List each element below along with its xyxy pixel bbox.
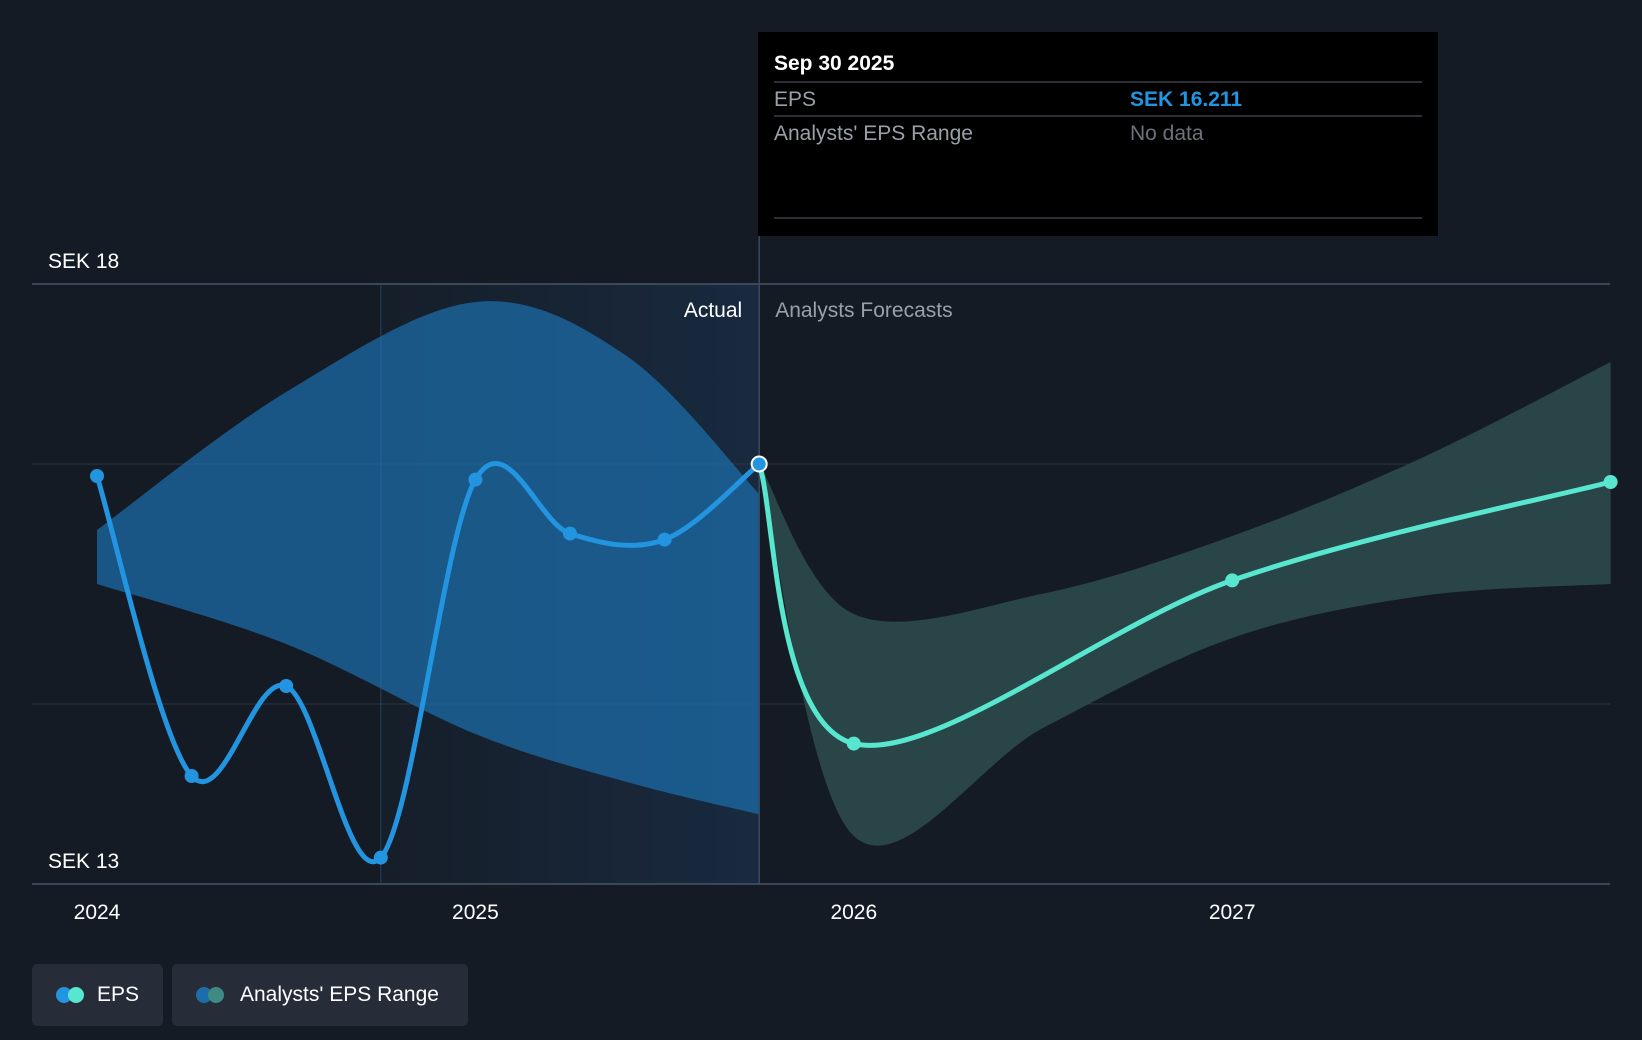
legend-item-eps[interactable]: EPS	[32, 964, 163, 1026]
eps-data-point[interactable]	[1225, 573, 1240, 588]
tooltip: Sep 30 2025 EPS SEK 16.211 Analysts' EPS…	[758, 32, 1438, 236]
actual-section-label: Actual	[684, 299, 742, 322]
eps-highlight-point[interactable]	[750, 455, 768, 473]
tooltip-range-label: Analysts' EPS Range	[774, 122, 973, 145]
eps-range-band-forecast	[759, 362, 1611, 846]
eps-forecast-swatch	[68, 987, 84, 1003]
eps-data-point[interactable]	[657, 532, 672, 547]
eps-data-point[interactable]	[468, 472, 483, 487]
eps-data-point[interactable]	[1603, 475, 1618, 489]
legend-label: EPS	[96, 983, 139, 1006]
tooltip-eps-value: SEK 16.211	[1130, 88, 1242, 111]
tooltip-date: Sep 30 2025	[774, 52, 895, 75]
eps-data-point[interactable]	[184, 769, 199, 783]
y-axis-label-bottom: SEK 13	[48, 850, 119, 873]
eps-range-band-actual	[97, 301, 760, 815]
legend-item-eps-range[interactable]: Analysts' EPS Range	[172, 964, 468, 1026]
eps-line-forecast	[756, 461, 1614, 748]
eps-data-point[interactable]	[846, 736, 861, 751]
x-axis-tick-label: 2026	[830, 901, 877, 924]
tooltip-background	[758, 32, 1438, 236]
legend-label: Analysts' EPS Range	[240, 983, 439, 1006]
tooltip-range-value: No data	[1130, 122, 1204, 145]
eps-legend-icon	[56, 987, 84, 1003]
y-axis-label-top: SEK 18	[48, 250, 119, 273]
x-axis-tick-label: 2024	[74, 901, 121, 924]
forecast-section-label: Analysts Forecasts	[775, 299, 952, 322]
eps-range-legend-icon	[196, 987, 226, 1003]
eps-data-point[interactable]	[373, 850, 388, 865]
tooltip-eps-label: EPS	[774, 88, 816, 111]
range-forecast-swatch	[208, 987, 224, 1003]
eps-data-point[interactable]	[563, 526, 577, 541]
x-axis-tick-label: 2027	[1209, 901, 1256, 924]
x-axis-tick-label: 2025	[452, 901, 499, 924]
eps-data-point[interactable]	[90, 469, 104, 483]
eps-data-point[interactable]	[279, 679, 294, 693]
